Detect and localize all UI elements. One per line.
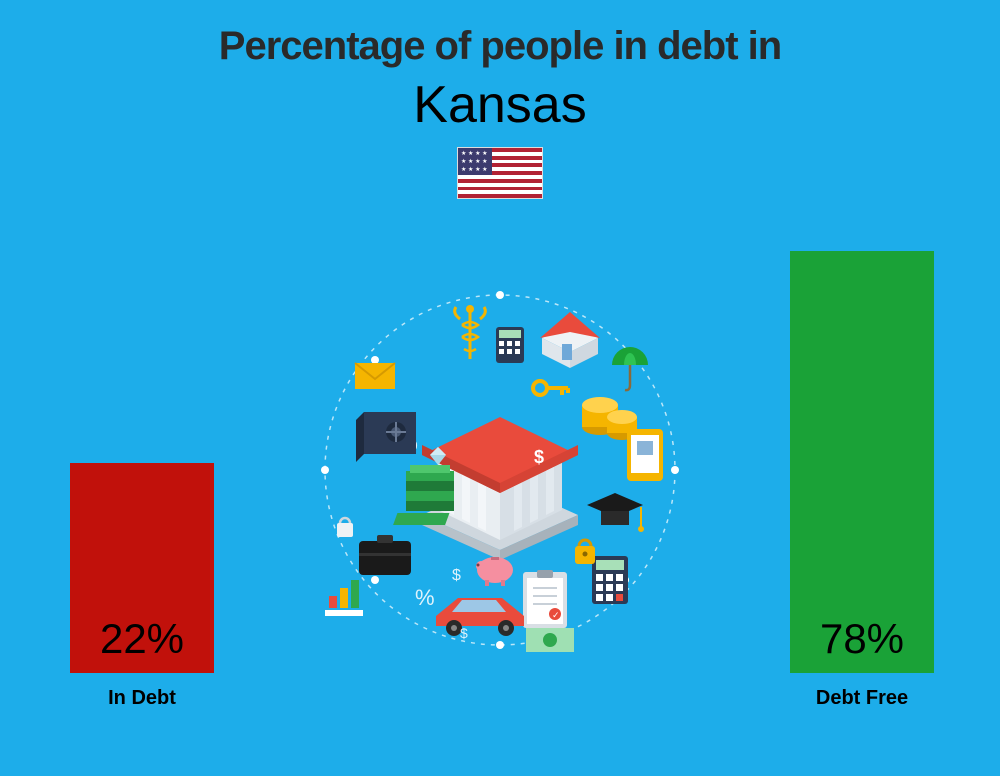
bar-chart: 22% In Debt 78% Debt Free	[0, 260, 1000, 740]
bar-in-debt: 22% In Debt	[70, 463, 214, 710]
state-name: Kansas	[0, 75, 1000, 135]
bar-value: 22%	[70, 615, 214, 663]
us-flag-icon	[457, 147, 543, 199]
page-title: Percentage of people in debt in	[0, 0, 1000, 69]
bar-label: In Debt	[70, 687, 214, 710]
bar-value: 78%	[790, 615, 934, 663]
bar-label: Debt Free	[790, 687, 934, 710]
bar-debt-free: 78% Debt Free	[790, 251, 934, 710]
